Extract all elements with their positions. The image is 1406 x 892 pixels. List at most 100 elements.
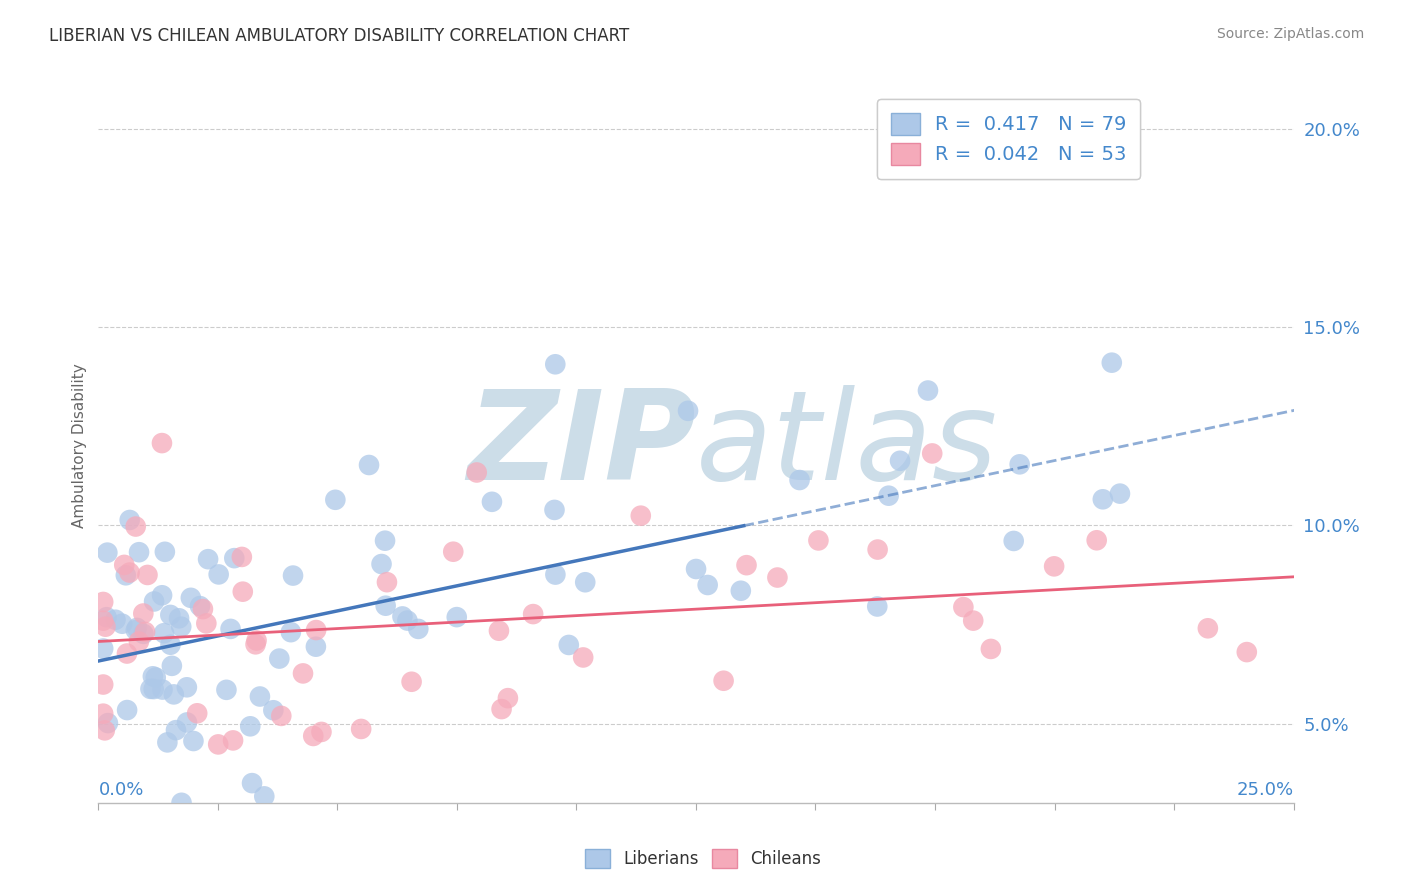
Point bbox=[543, 503, 565, 517]
Point bbox=[163, 687, 186, 701]
Point bbox=[208, 567, 231, 582]
Point bbox=[195, 616, 218, 631]
Point bbox=[574, 575, 596, 590]
Point bbox=[269, 651, 291, 665]
Point bbox=[91, 595, 114, 609]
Point bbox=[1085, 533, 1108, 548]
Point bbox=[491, 702, 513, 716]
Point bbox=[176, 715, 198, 730]
Point bbox=[152, 682, 174, 697]
Point bbox=[97, 716, 120, 731]
Point bbox=[685, 562, 707, 576]
Point bbox=[357, 458, 380, 472]
Point bbox=[302, 729, 325, 743]
Point bbox=[249, 690, 271, 704]
Point bbox=[281, 568, 304, 582]
Legend: R =  0.417   N = 79, R =  0.042   N = 53: R = 0.417 N = 79, R = 0.042 N = 53 bbox=[877, 99, 1140, 178]
Point bbox=[156, 735, 179, 749]
Point bbox=[962, 614, 984, 628]
Point bbox=[1091, 492, 1114, 507]
Legend: Liberians, Chileans: Liberians, Chileans bbox=[578, 842, 828, 875]
Point bbox=[1002, 533, 1025, 548]
Point bbox=[350, 722, 373, 736]
Point bbox=[150, 588, 173, 602]
Point bbox=[572, 650, 595, 665]
Point bbox=[186, 706, 208, 721]
Point bbox=[91, 677, 114, 691]
Point bbox=[215, 682, 238, 697]
Point bbox=[441, 545, 464, 559]
Point bbox=[1236, 645, 1258, 659]
Point bbox=[481, 495, 503, 509]
Point bbox=[866, 599, 889, 614]
Point bbox=[219, 622, 242, 636]
Point bbox=[280, 625, 302, 640]
Point bbox=[245, 633, 267, 648]
Point bbox=[789, 473, 811, 487]
Text: Source: ZipAtlas.com: Source: ZipAtlas.com bbox=[1216, 27, 1364, 41]
Point bbox=[1101, 356, 1123, 370]
Point bbox=[132, 607, 155, 621]
Point bbox=[465, 466, 488, 480]
Point bbox=[159, 638, 181, 652]
Point bbox=[311, 725, 333, 739]
Point bbox=[183, 734, 205, 748]
Point bbox=[488, 624, 510, 638]
Point bbox=[139, 681, 162, 696]
Point bbox=[1043, 559, 1066, 574]
Point bbox=[145, 671, 167, 685]
Point bbox=[176, 681, 198, 695]
Point bbox=[735, 558, 758, 573]
Point bbox=[96, 546, 118, 560]
Point bbox=[231, 549, 253, 564]
Point bbox=[111, 616, 134, 631]
Point bbox=[1109, 486, 1132, 500]
Point bbox=[374, 533, 396, 548]
Point bbox=[207, 738, 229, 752]
Point bbox=[118, 566, 141, 580]
Point bbox=[224, 551, 246, 566]
Point bbox=[630, 508, 652, 523]
Point bbox=[496, 691, 519, 706]
Point bbox=[980, 642, 1002, 657]
Point bbox=[150, 436, 173, 450]
Point bbox=[160, 658, 183, 673]
Text: atlas: atlas bbox=[696, 385, 998, 507]
Point bbox=[408, 622, 430, 636]
Point bbox=[112, 558, 135, 572]
Point bbox=[917, 384, 939, 398]
Point bbox=[125, 623, 148, 637]
Point bbox=[713, 673, 735, 688]
Point bbox=[240, 776, 263, 790]
Point bbox=[136, 568, 159, 582]
Y-axis label: Ambulatory Disability: Ambulatory Disability bbox=[72, 364, 87, 528]
Point bbox=[115, 647, 138, 661]
Point bbox=[91, 641, 114, 656]
Point bbox=[153, 545, 176, 559]
Point bbox=[114, 568, 136, 582]
Point bbox=[370, 557, 392, 571]
Point bbox=[125, 621, 148, 635]
Point bbox=[696, 578, 718, 592]
Point bbox=[262, 703, 284, 717]
Point bbox=[391, 609, 413, 624]
Point bbox=[153, 626, 176, 640]
Point bbox=[142, 682, 165, 697]
Point bbox=[91, 706, 114, 721]
Text: 25.0%: 25.0% bbox=[1236, 781, 1294, 799]
Point bbox=[197, 552, 219, 566]
Point bbox=[128, 634, 150, 648]
Point bbox=[91, 614, 114, 628]
Point bbox=[253, 789, 276, 804]
Point bbox=[396, 614, 419, 628]
Point bbox=[292, 666, 315, 681]
Point bbox=[132, 627, 155, 641]
Point bbox=[128, 545, 150, 559]
Point bbox=[118, 513, 141, 527]
Point bbox=[134, 624, 156, 639]
Point bbox=[170, 796, 193, 810]
Point bbox=[94, 723, 117, 738]
Point bbox=[104, 613, 127, 627]
Point bbox=[143, 594, 166, 608]
Point bbox=[730, 583, 752, 598]
